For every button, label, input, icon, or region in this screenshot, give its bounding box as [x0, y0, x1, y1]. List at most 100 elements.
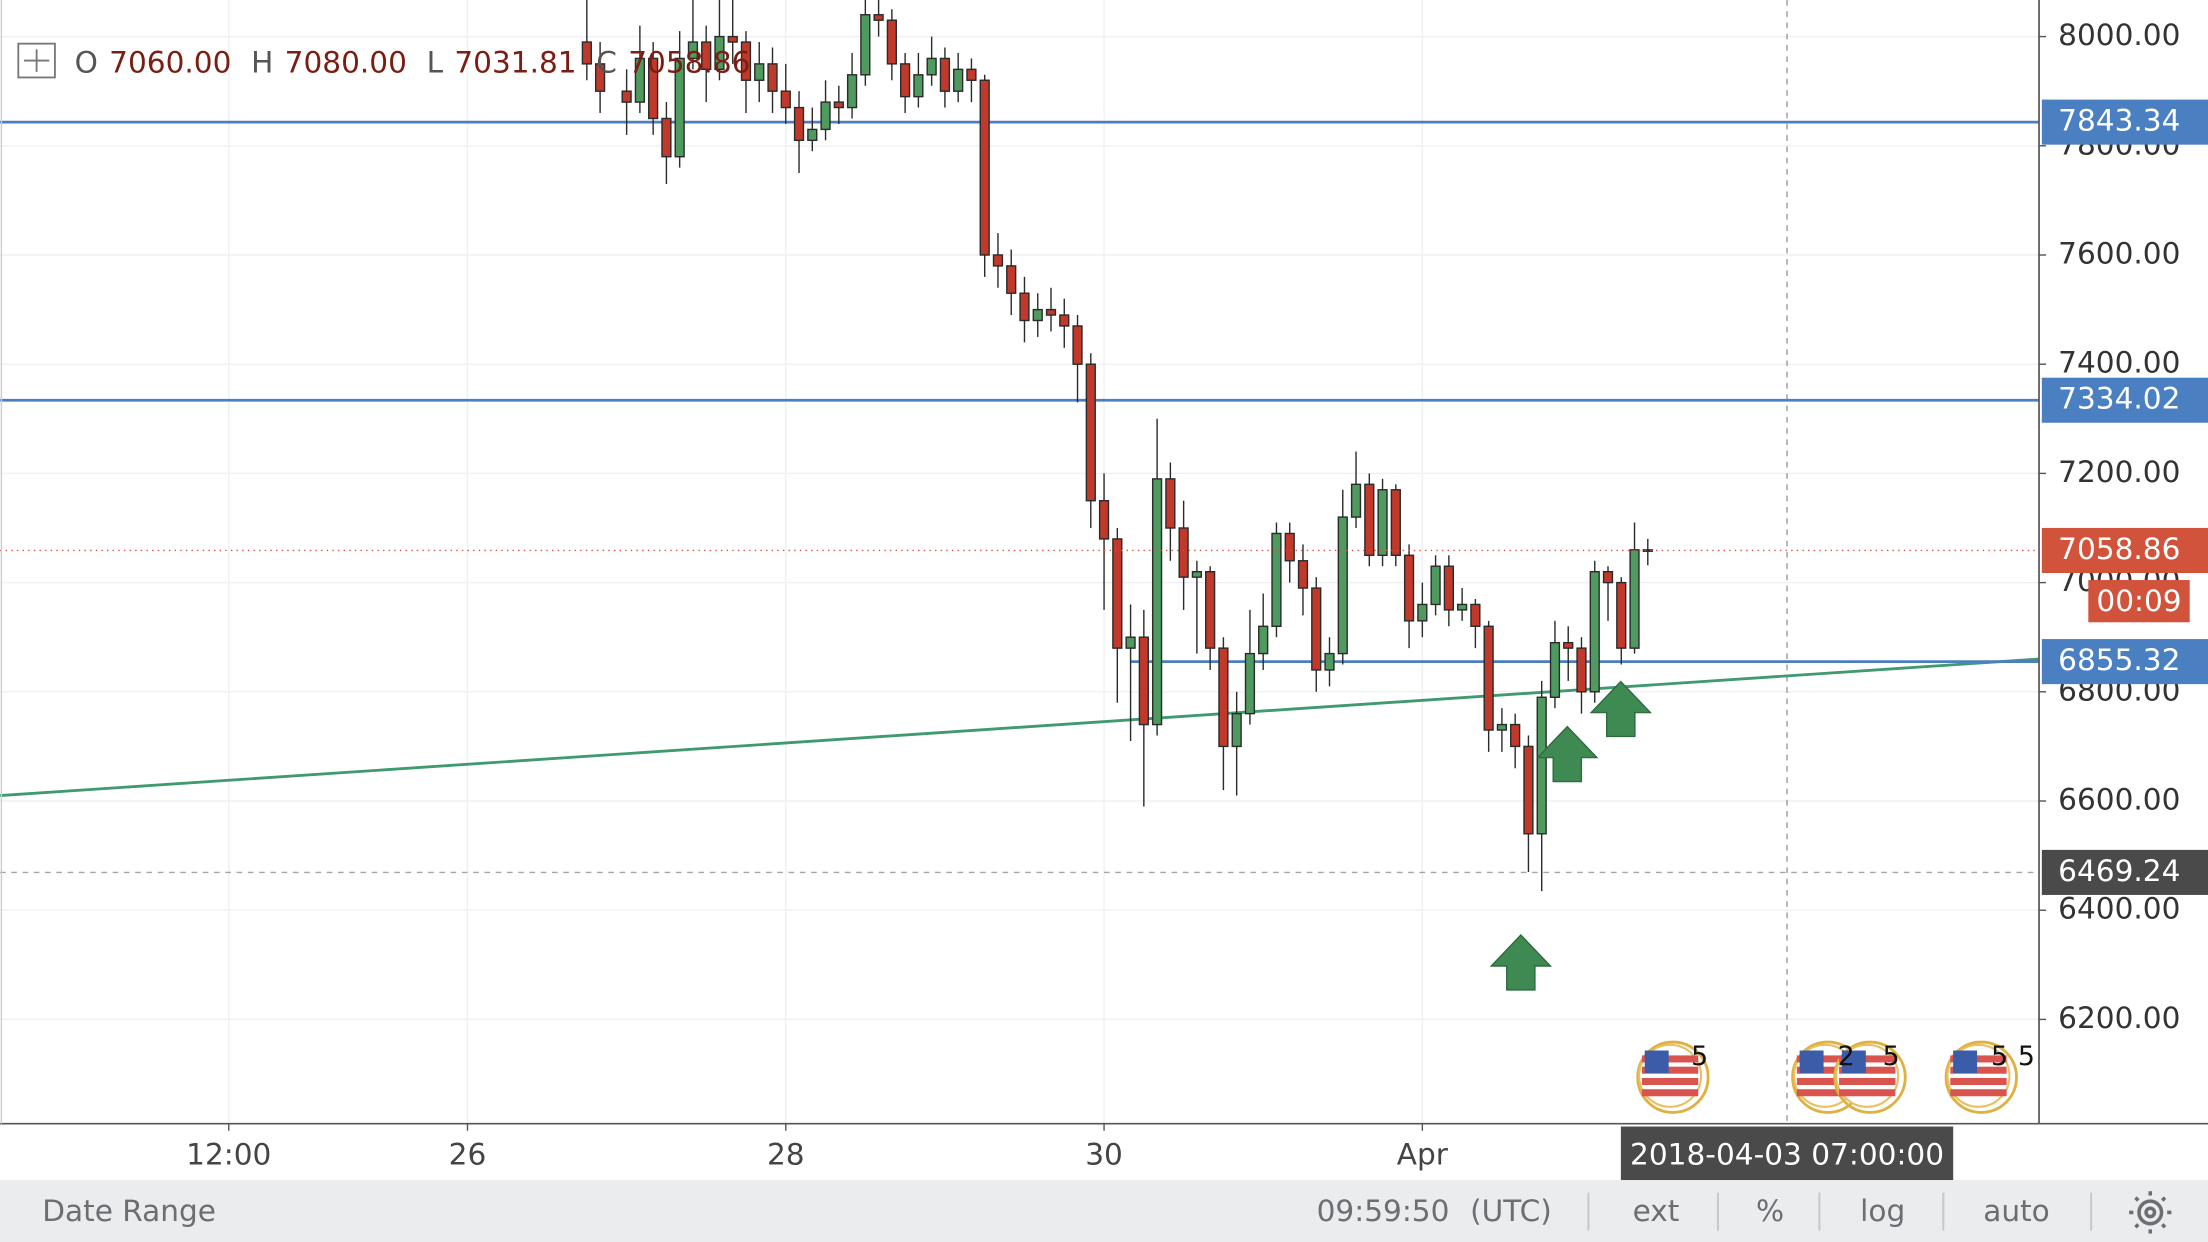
candle-body: [1311, 587, 1322, 671]
candle-body: [1059, 314, 1070, 327]
timezone[interactable]: (UTC): [1470, 1194, 1552, 1228]
candle-body: [1284, 532, 1295, 562]
x-tick-label: Apr: [1397, 1138, 1449, 1172]
candle-body: [1364, 483, 1375, 557]
flag-stripe: [1950, 1066, 2007, 1074]
date-range[interactable]: Date Range: [42, 1194, 216, 1228]
up-arrow: [1489, 934, 1553, 991]
candle-body: [701, 41, 712, 71]
candle-body: [1549, 641, 1561, 698]
flag-stripe: [1796, 1089, 1854, 1097]
flag-stripe: [1641, 1066, 1699, 1074]
x-tick-label: 30: [1085, 1138, 1123, 1172]
toolbar-button[interactable]: log: [1860, 1194, 1905, 1228]
candle-body: [687, 41, 699, 60]
x-tick-label: 12:00: [186, 1138, 271, 1172]
candle-body: [1032, 308, 1043, 322]
flag-stripe: [1839, 1055, 1896, 1063]
candle-body: [1125, 636, 1136, 649]
candle-body: [1523, 745, 1534, 835]
flag-stripe: [1950, 1055, 2007, 1063]
candle-body: [1589, 570, 1600, 693]
candle-body: [1390, 489, 1401, 557]
candle-body: [1098, 499, 1110, 540]
candle-body: [634, 57, 646, 103]
price-label: 6469.24: [2058, 854, 2180, 888]
candle-body: [780, 90, 791, 109]
gear-teeth: [2129, 1191, 2172, 1234]
candle-body: [674, 57, 685, 158]
candle-body: [873, 14, 884, 21]
event-count: 5: [1883, 1041, 1900, 1072]
candle-body: [1563, 641, 1574, 649]
candle-body: [1642, 549, 1653, 552]
flag-canton: [1841, 1050, 1866, 1074]
flag-stripe: [1950, 1089, 2007, 1097]
toolbar-button[interactable]: %: [1756, 1194, 1784, 1228]
gear-ring: [2137, 1199, 2164, 1226]
price-label: 7843.34: [2058, 104, 2180, 138]
toolbar-button[interactable]: ext: [1633, 1194, 1680, 1228]
candle-body: [714, 35, 725, 71]
event-count: 5: [1691, 1041, 1708, 1072]
ohlc-label: L: [427, 45, 444, 79]
event-count: 2: [1838, 1041, 1855, 1072]
candle-body: [1085, 363, 1096, 502]
event-count: 5: [1991, 1041, 2008, 1072]
event-flag: [1833, 1040, 1907, 1114]
flag-stripe: [1950, 1077, 2007, 1085]
candle-body: [594, 63, 606, 92]
candle-body: [581, 41, 592, 65]
flag-ring: [1636, 1040, 1710, 1114]
toolbar-button[interactable]: auto: [1983, 1194, 2050, 1228]
candle-body: [1112, 538, 1123, 649]
candle-body: [740, 41, 752, 81]
ohlc-label: H: [251, 45, 273, 79]
flag-stripe: [1796, 1077, 1854, 1085]
ohlc-header: O 7060.00 H 7080.00 L 7031.81 C 7058.86: [17, 42, 750, 79]
y-tick-label: 7400.00: [2058, 346, 2180, 380]
grid: [0, 0, 2040, 1124]
y-tick-label: 6200.00: [2058, 1001, 2180, 1035]
y-tick-label: 8000.00: [2058, 18, 2180, 52]
ohlc-value: 7031.81: [454, 45, 576, 79]
candle-body: [648, 57, 659, 120]
toolbar-separators: [1587, 1192, 2093, 1231]
plot-area: [0, 0, 2040, 1124]
settings-gear[interactable]: [2129, 1191, 2172, 1234]
y-tick-label: 6400.00: [2058, 892, 2180, 926]
up-arrow: [1589, 680, 1653, 738]
flag-canton: [1799, 1050, 1824, 1074]
candle-body: [1324, 652, 1335, 671]
axes: 6200.006400.006600.006800.007000.007200.…: [186, 18, 2208, 1183]
candle-body: [1417, 603, 1428, 622]
flag-ring: [1944, 1040, 2018, 1114]
crosshair-label-box: [1620, 1126, 1954, 1183]
x-tick-label: 28: [767, 1138, 805, 1172]
candle-body: [727, 35, 738, 43]
candle-body: [1616, 581, 1627, 649]
trend-line: [0, 657, 2040, 797]
candle-body: [1496, 723, 1508, 731]
flag-stripe: [1796, 1066, 1854, 1074]
toolbar: [0, 1180, 2208, 1242]
toolbar-items: Date Range 09:59:50 (UTC) ext % log auto: [42, 1194, 2050, 1228]
candle-body: [661, 117, 672, 158]
y-tick-label: 7200.00: [2058, 455, 2180, 489]
candle-body: [1151, 478, 1163, 726]
candle-body: [953, 68, 964, 92]
candle-body: [1443, 565, 1455, 611]
candle-body: [1244, 652, 1256, 715]
candle-body: [1456, 603, 1468, 611]
candle-body: [1019, 292, 1030, 322]
candle-body: [1045, 308, 1057, 316]
ohlc-value: 7080.00: [285, 45, 407, 79]
candle-body: [1178, 527, 1189, 578]
price-label-box: [2041, 527, 2208, 573]
candle-body: [899, 63, 911, 98]
candle-body: [1510, 723, 1521, 748]
candle-body: [1470, 603, 1481, 627]
price-label-box: [2041, 849, 2208, 895]
event-flag: [1636, 1040, 1710, 1114]
candle-body: [1350, 483, 1362, 518]
